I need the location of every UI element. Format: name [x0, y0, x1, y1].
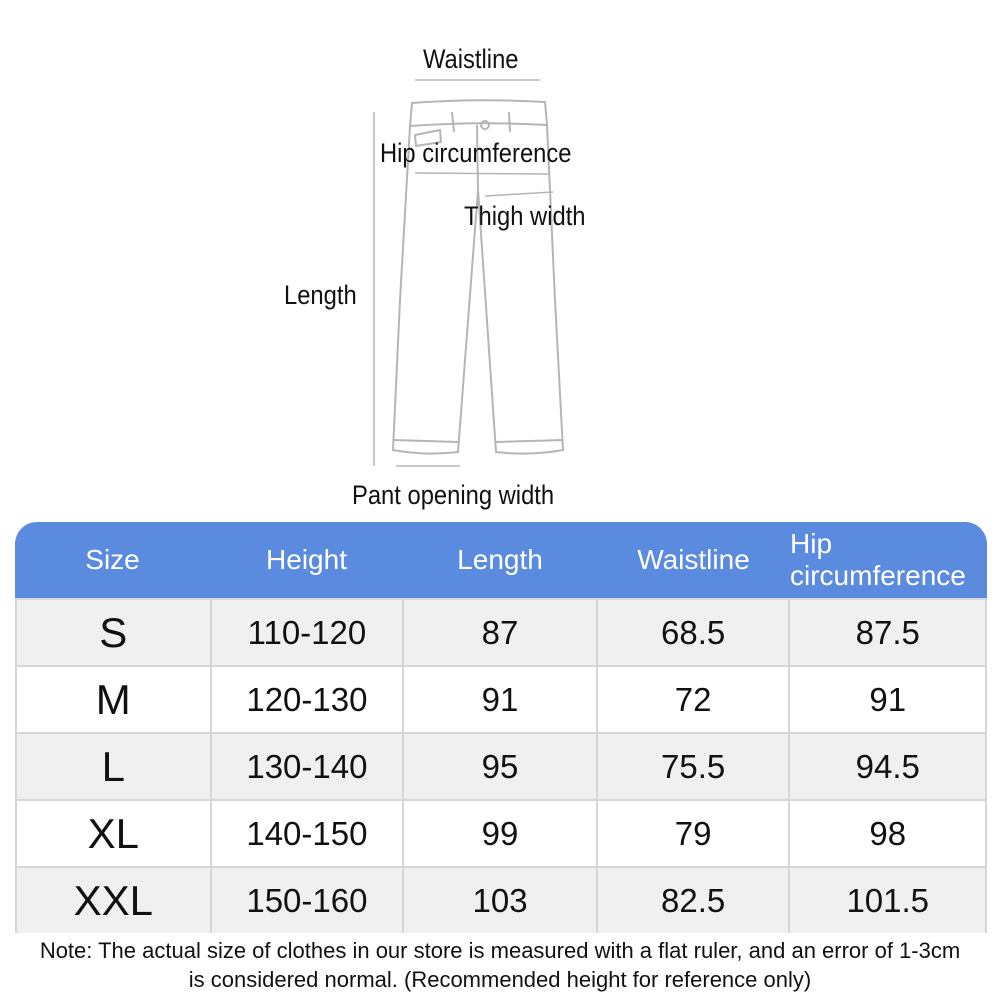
cell-waistline: 68.5	[598, 600, 791, 665]
note-line-2: is considered normal. (Recommended heigh…	[188, 967, 812, 992]
header-size: Size	[85, 544, 140, 575]
cell-length: 91	[404, 667, 598, 732]
cell-hip-circumference: 101.5	[790, 868, 988, 933]
cell-waistline: 75.5	[598, 734, 791, 799]
cell-hip-circumference: 87.5	[790, 600, 988, 665]
table-row: M 120-130 91 72 91	[15, 665, 988, 732]
pants-outline	[391, 99, 565, 455]
size-note: Note: The actual size of clothes in our …	[0, 936, 1000, 994]
note-line-1: Note: The actual size of clothes in our …	[39, 938, 961, 963]
header-length: Length	[457, 544, 543, 575]
cell-waistline: 72	[598, 667, 791, 732]
pants-illustration	[373, 79, 565, 467]
cell-length: 95	[404, 734, 598, 799]
cell-height: 150-160	[212, 868, 405, 933]
cell-length: 103	[404, 868, 598, 933]
cell-height: 110-120	[212, 600, 405, 665]
table-row: XXL 150-160 103 82.5 101.5	[15, 866, 988, 933]
cell-length: 87	[404, 600, 598, 665]
header-hip-circumference: Hip circumference	[790, 528, 966, 591]
table-header: Size Height Length Waistline Hip circumf…	[15, 522, 987, 598]
size-table: Size Height Length Waistline Hip circumf…	[15, 522, 988, 933]
cell-waistline: 79	[598, 801, 791, 866]
cell-height: 130-140	[212, 734, 405, 799]
measurement-lines	[373, 79, 554, 467]
label-waistline: Waistline	[423, 44, 519, 74]
cell-size: XXL	[15, 868, 212, 933]
cell-hip-circumference: 91	[790, 667, 988, 732]
label-pant-opening-width: Pant opening width	[352, 480, 555, 510]
cell-size: S	[15, 600, 212, 665]
thigh-measure	[484, 191, 554, 197]
cell-size: M	[15, 667, 212, 732]
cell-height: 120-130	[212, 667, 405, 732]
cell-length: 99	[404, 801, 598, 866]
header-height: Height	[266, 544, 347, 575]
table-row: L 130-140 95 75.5 94.5	[15, 732, 988, 799]
header-waistline: Waistline	[637, 544, 750, 575]
hip-measure	[414, 172, 551, 175]
label-thigh-width: Thigh width	[464, 201, 586, 231]
cell-hip-circumference: 94.5	[790, 734, 988, 799]
label-length: Length	[284, 280, 357, 310]
table-row: XL 140-150 99 79 98	[15, 799, 988, 866]
cell-height: 140-150	[212, 801, 405, 866]
cell-size: L	[15, 734, 212, 799]
table-row: S 110-120 87 68.5 87.5	[15, 598, 988, 665]
label-hip-circumference: Hip circumference	[380, 138, 572, 168]
cell-waistline: 82.5	[598, 868, 791, 933]
cell-size: XL	[15, 801, 212, 866]
cell-hip-circumference: 98	[790, 801, 988, 866]
